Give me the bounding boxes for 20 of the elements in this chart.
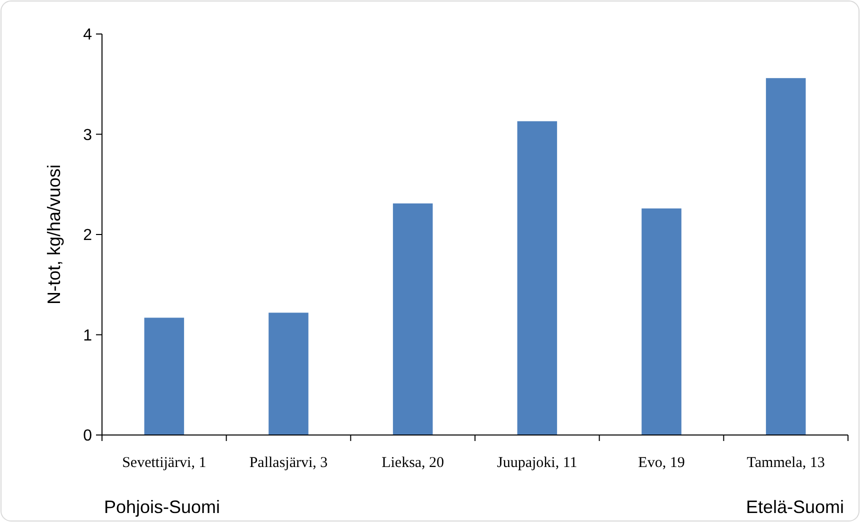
text: Pohjois-Suomi: [104, 497, 220, 517]
y-tick-label: 3: [83, 126, 92, 144]
x-tick-label: Sevettijärvi, 1: [122, 455, 206, 471]
bar: [642, 208, 682, 435]
bar: [766, 78, 806, 435]
bar: [392, 203, 433, 435]
bar: [144, 318, 184, 435]
y-tick-label: 2: [83, 227, 92, 244]
y-axis-title: N-tot, kg/ha/vuosi: [44, 164, 64, 305]
text: Etelä-Suomi: [746, 497, 844, 517]
y-tick-label: 1: [83, 327, 92, 344]
x-tick-label: Pallasjärvi, 3: [249, 455, 328, 471]
x-tick-label: Lieksa, 20: [382, 455, 444, 471]
x-tick-label: Evo, 19: [638, 455, 685, 471]
x-tick-label: Tammela, 13: [746, 455, 825, 471]
bar: [517, 121, 558, 435]
y-tick-label: 4: [83, 26, 92, 44]
x-tick-label: Juupajoki, 11: [497, 455, 578, 471]
bar: [268, 312, 308, 435]
y-tick-label: 0: [83, 428, 92, 445]
